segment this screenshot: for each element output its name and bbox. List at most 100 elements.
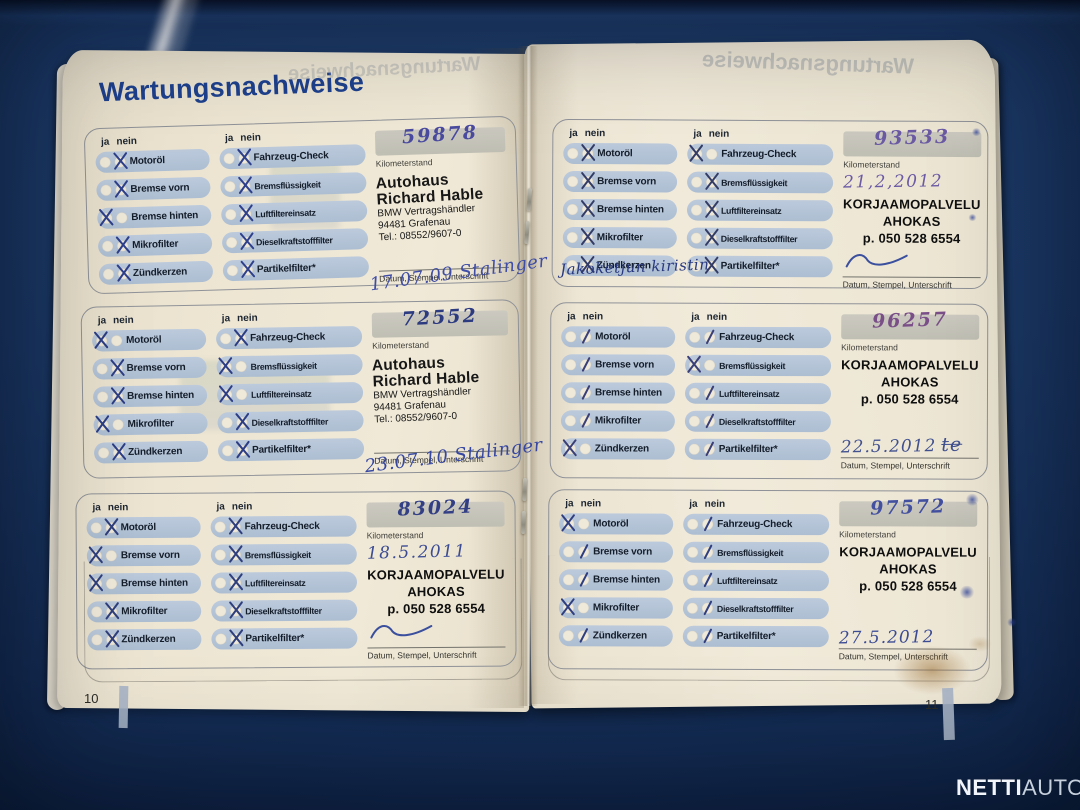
checklist-item-label: Bremse vorn xyxy=(126,362,186,375)
ja-checkbox xyxy=(101,240,114,252)
nein-checkbox xyxy=(105,550,117,562)
spacer xyxy=(841,408,979,435)
handwritten-checkmark xyxy=(686,357,702,374)
checklist-item-label: Dieselkraftstofffilter xyxy=(720,233,798,244)
ja-nein-header: ja nein xyxy=(559,498,673,513)
checklist-item-label: Partikelfilter* xyxy=(720,260,780,273)
checklist-row: Mikrofilter xyxy=(560,410,675,432)
ja-checkbox xyxy=(221,417,233,429)
checklist-item-label: Bremsflüssigkeit xyxy=(250,360,317,372)
checklist-item-label: Fahrzeug-Check xyxy=(250,331,326,344)
handwritten-checkmark xyxy=(217,358,233,375)
coffee-stain xyxy=(968,636,992,652)
handwritten-checkmark xyxy=(580,145,596,162)
checklist-item-label: Fahrzeug-Check xyxy=(719,331,795,344)
ja-nein-header: ja nein xyxy=(563,128,677,144)
checklist-item-label: Partikelfilter* xyxy=(718,443,778,456)
handwritten-kilometers: 96257 xyxy=(871,308,949,333)
nein-label: nein xyxy=(116,135,138,148)
checklist-row: Fahrzeug-Check xyxy=(210,515,357,538)
ja-nein-header: ja nein xyxy=(561,311,675,326)
spine-fold-shadow xyxy=(468,48,524,708)
ja-checkbox xyxy=(214,521,226,533)
handwritten-kilometers: 59878 xyxy=(401,121,479,149)
printed-frame-edge xyxy=(83,558,523,683)
checklist-item-label: Bremse hinten xyxy=(596,204,664,216)
checklist-row: Bremse vorn xyxy=(561,354,676,376)
checklist-item-label: Bremse hinten xyxy=(594,387,662,399)
handwritten-checkmark xyxy=(236,149,252,166)
handwritten-checkmark xyxy=(702,413,718,430)
signature-scribble xyxy=(843,249,981,277)
handwritten-checkmark xyxy=(234,414,250,431)
handwritten-checkmark xyxy=(112,153,128,170)
nein-label: nein xyxy=(237,312,258,325)
ja-checkbox xyxy=(223,152,235,165)
checklist-row: Bremsflüssigkeit xyxy=(685,354,832,377)
handwritten-checkmark xyxy=(98,210,114,227)
record-columns: ja nein Motoröl Bremse vorn Bremse hinten Mik… xyxy=(91,305,544,477)
date-text: 22.5.2012 xyxy=(840,436,937,458)
checklist-row: Bremsflüssigkeit xyxy=(220,172,367,198)
ja-checkbox xyxy=(565,359,577,371)
ja-label: ja xyxy=(216,501,225,513)
workshop-stamp: KORJAAMOPALVELU AHOKAS p. 050 528 6554 xyxy=(841,357,979,408)
checklist-row: Mikrofilter xyxy=(93,412,208,436)
checklist-item-label: Motoröl xyxy=(597,148,633,160)
ja-checkbox xyxy=(90,522,102,534)
service-record-block: ja nein Motoröl Bremse vorn Bremse hinten Mik… xyxy=(551,118,989,290)
service-record-block: ja nein Motoröl Bremse vorn Bremse hinten Mik… xyxy=(549,302,989,480)
checklist-row: Partikelfilter* xyxy=(222,256,370,282)
watermark-text-light: AUTO xyxy=(1022,775,1080,800)
stamp-line: KORJAAMOPALVELU xyxy=(842,196,981,213)
coffee-stain xyxy=(893,645,971,695)
checklist-item-label: Motoröl xyxy=(120,521,156,534)
checklist-item-label: Mikrofilter xyxy=(596,232,643,244)
checklist-row: Fahrzeug-Check xyxy=(683,513,830,536)
kilometerstand-label: Kilometerstand xyxy=(839,529,896,540)
handwritten-checkmark xyxy=(233,330,249,347)
nein-checkbox xyxy=(235,388,248,401)
handwritten-checkmark xyxy=(239,233,255,250)
ja-checkbox xyxy=(691,176,703,188)
handwritten-checkmark xyxy=(560,515,576,532)
checklist-row: Fahrzeug-Check xyxy=(687,143,834,166)
nein-checkbox xyxy=(111,335,123,347)
checklist-item-label: Mikrofilter xyxy=(594,415,642,427)
handwritten-checkmark xyxy=(578,328,594,345)
kilometer-stamp-band: 72552 xyxy=(371,305,509,338)
handwritten-kilometers: 83024 xyxy=(397,495,474,521)
checklist-row: Bremse vorn xyxy=(92,356,207,380)
handwritten-checkmark xyxy=(704,230,720,247)
ja-checkbox xyxy=(688,387,701,399)
handwritten-checkmark xyxy=(240,261,256,278)
ja-label: ja xyxy=(565,498,574,510)
ja-checkbox xyxy=(567,175,579,187)
kilometer-stamp-band: 97572 xyxy=(839,495,978,527)
handwritten-checkmark xyxy=(110,388,126,405)
ja-checkbox xyxy=(689,331,701,343)
checklist-row: Luftfiltereinsatz xyxy=(684,382,832,405)
ja-label: ja xyxy=(97,315,107,327)
checklist-row: Dieselkraftstofffilter xyxy=(686,227,833,250)
checklist-row: Bremsflüssigkeit xyxy=(216,353,363,378)
stamp-area: 93533 Kilometerstand 21,2,2012 KORJAAMOPALV… xyxy=(842,126,981,290)
handwritten-kilometers: 93533 xyxy=(873,125,951,150)
checklist-row: Motoröl xyxy=(561,326,676,348)
handwritten-kilometers: 97572 xyxy=(869,495,947,520)
handwritten-checkmark xyxy=(237,177,253,194)
ja-checkbox xyxy=(97,391,109,403)
checklist-item-label: Bremsflüssigkeit xyxy=(721,177,788,188)
checklist-item-label: Fahrzeug-Check xyxy=(244,520,320,533)
nein-label: nein xyxy=(580,498,602,510)
ja-nein-header: ja nein xyxy=(210,501,356,517)
checklist-item-label: Motoröl xyxy=(126,334,162,347)
kilometerstand-label: Kilometerstand xyxy=(372,339,430,351)
handwritten-checkmark xyxy=(704,174,720,191)
checklist-item-label: Zündkerzen xyxy=(127,446,183,459)
checklist-row: Dieselkraftstofffilter xyxy=(684,410,831,433)
handwritten-checkmark xyxy=(116,265,132,282)
checklist-item-label: Luftfiltereinsatz xyxy=(718,388,780,399)
handwritten-checkmark xyxy=(238,205,254,222)
checklist-item-label: Bremse vorn xyxy=(120,549,180,562)
